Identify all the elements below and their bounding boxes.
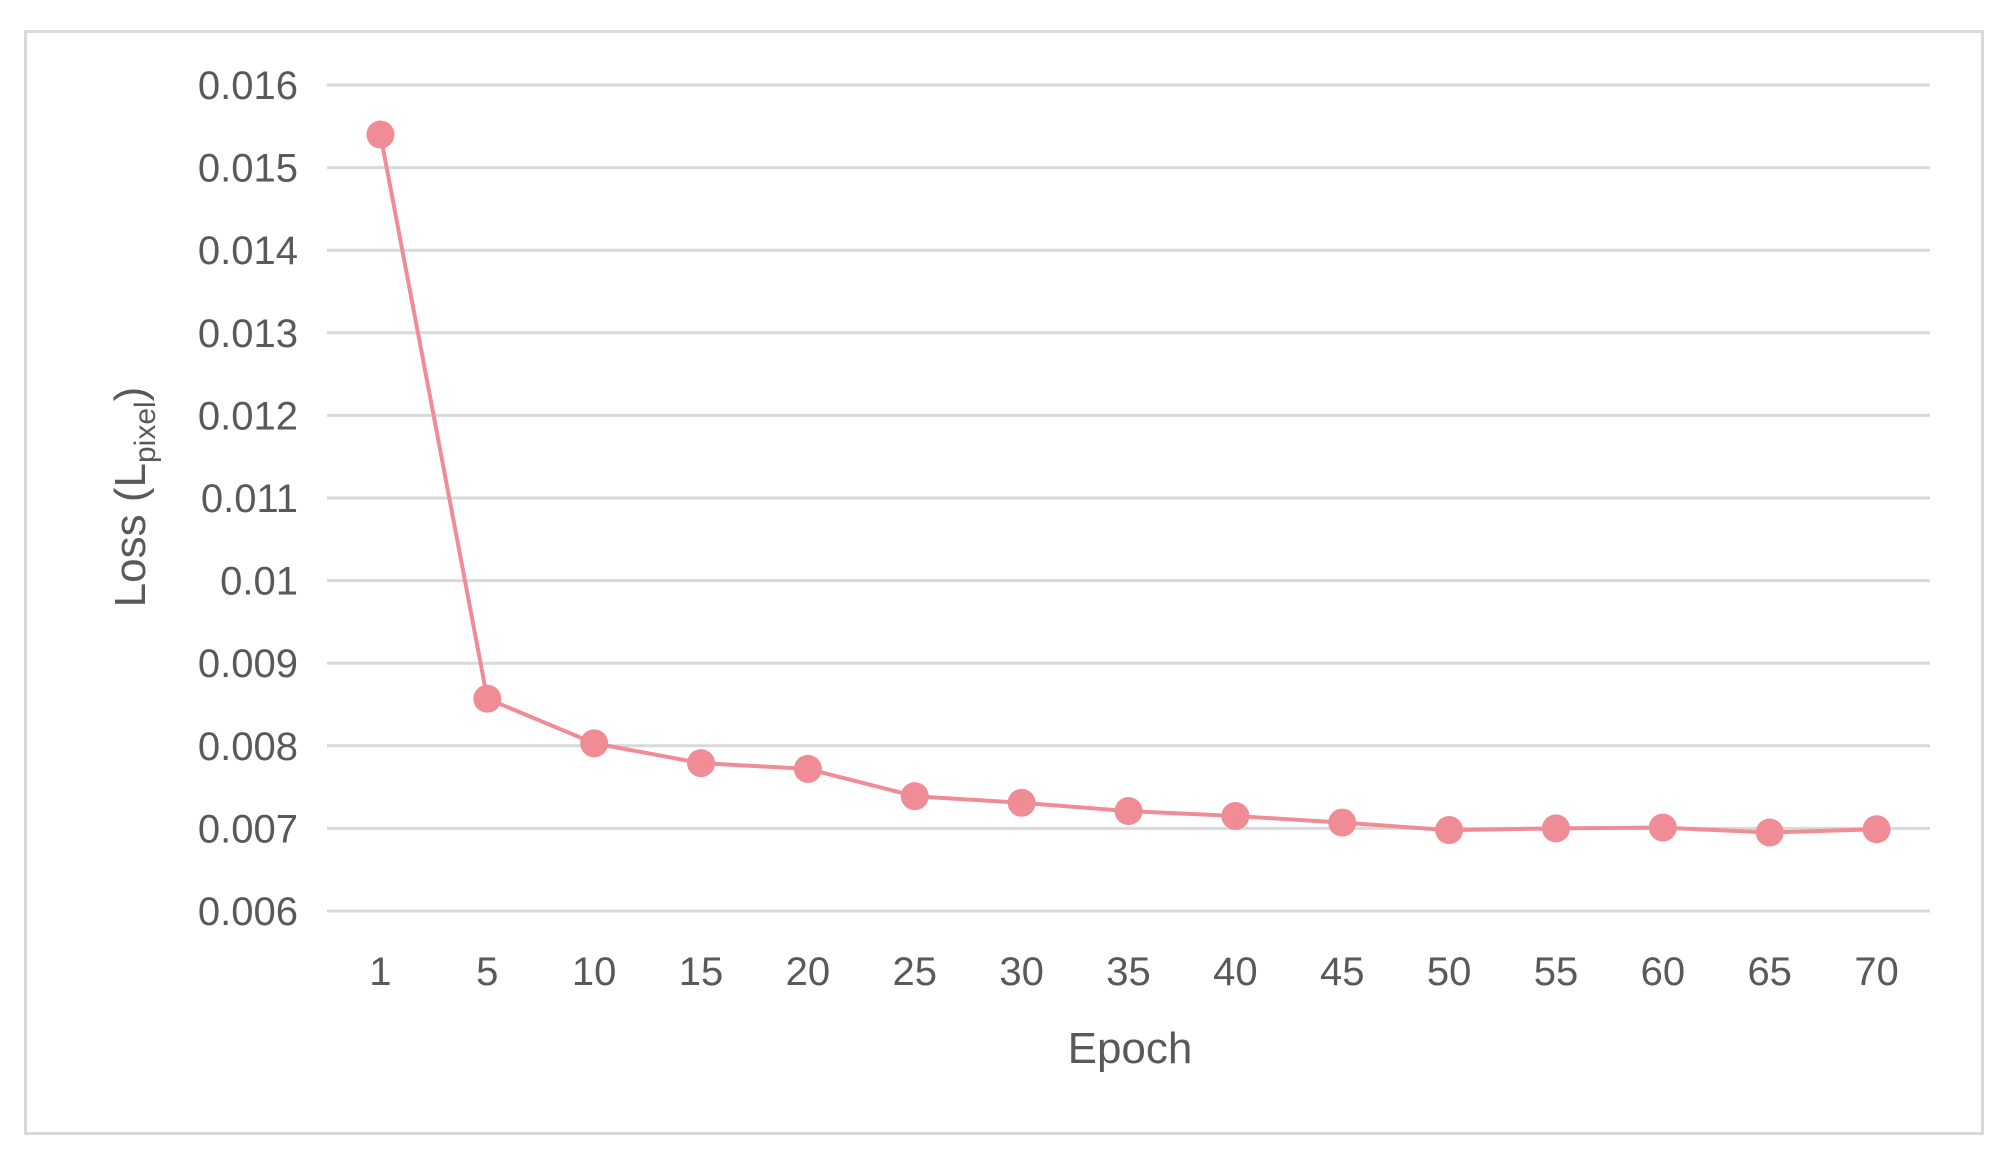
x-tick-label-9: 45 xyxy=(1320,950,1365,994)
x-tick-label-4: 20 xyxy=(786,950,831,994)
data-point-0-7 xyxy=(1114,797,1143,826)
y-tick-label-8: 0.014 xyxy=(198,229,298,273)
chart-frame xyxy=(24,30,1984,1135)
x-tick-label-7: 35 xyxy=(1106,950,1151,994)
y-tick-label-6: 0.012 xyxy=(198,394,298,438)
x-tick-label-13: 65 xyxy=(1747,950,1792,994)
gridlines xyxy=(327,83,1930,913)
x-tick-label-3: 15 xyxy=(679,950,724,994)
data-point-0-8 xyxy=(1221,802,1250,831)
data-point-0-1 xyxy=(473,684,502,713)
x-tick-label-1: 5 xyxy=(476,950,498,994)
x-tick-label-11: 55 xyxy=(1534,950,1579,994)
y-axis-tick-labels: 0.006 0.007 0.008 0.009 0.01 0.011 0.012 0.013 0… xyxy=(198,64,298,934)
y-axis-title-suffix: ) xyxy=(106,387,155,402)
y-axis-title-subscript: pixel xyxy=(129,401,162,463)
y-tick-label-2: 0.008 xyxy=(198,725,298,769)
series-loss xyxy=(366,120,1891,847)
y-axis-title-prefix: Loss (L xyxy=(106,463,155,607)
data-point-0-4 xyxy=(793,754,822,783)
x-tick-label-8: 40 xyxy=(1213,950,1258,994)
x-tick-label-0: 1 xyxy=(369,950,391,994)
y-tick-label-4: 0.01 xyxy=(220,560,298,604)
data-point-0-14 xyxy=(1862,815,1891,844)
y-tick-label-9: 0.015 xyxy=(198,147,298,191)
data-point-0-12 xyxy=(1648,813,1677,842)
series-line-0 xyxy=(378,134,1877,835)
x-tick-label-10: 50 xyxy=(1427,950,1472,994)
data-point-0-2 xyxy=(580,729,609,758)
data-point-0-0 xyxy=(366,120,395,149)
x-axis-tick-labels: 1 5 10 15 20 25 30 35 40 45 50 55 60 65 70 xyxy=(369,950,1899,994)
y-tick-label-0: 0.006 xyxy=(198,890,298,934)
data-point-0-11 xyxy=(1541,814,1570,843)
x-tick-label-5: 25 xyxy=(893,950,938,994)
x-tick-label-14: 70 xyxy=(1854,950,1899,994)
data-point-0-13 xyxy=(1755,818,1784,847)
data-point-0-10 xyxy=(1435,816,1464,845)
x-tick-label-2: 10 xyxy=(572,950,617,994)
y-tick-label-7: 0.013 xyxy=(198,312,298,356)
data-point-0-9 xyxy=(1328,808,1357,837)
y-tick-label-10: 0.016 xyxy=(198,64,298,108)
y-axis-title: Loss (Lpixel) xyxy=(106,387,162,608)
x-tick-label-12: 60 xyxy=(1641,950,1686,994)
x-tick-label-6: 30 xyxy=(999,950,1044,994)
y-tick-label-5: 0.011 xyxy=(201,477,298,521)
data-point-0-5 xyxy=(900,782,929,811)
x-axis-title: Epoch xyxy=(1068,1024,1193,1073)
data-point-0-3 xyxy=(687,749,716,778)
y-tick-label-1: 0.007 xyxy=(198,807,298,851)
data-point-0-6 xyxy=(1007,788,1036,817)
y-tick-label-3: 0.009 xyxy=(198,642,298,686)
